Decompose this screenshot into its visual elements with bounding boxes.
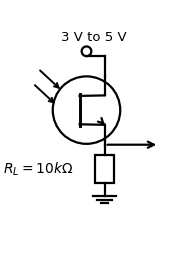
Text: $R_L = 10k\Omega$: $R_L = 10k\Omega$	[3, 160, 74, 178]
Text: 3 V to 5 V: 3 V to 5 V	[61, 31, 126, 44]
Bar	[95, 155, 114, 183]
